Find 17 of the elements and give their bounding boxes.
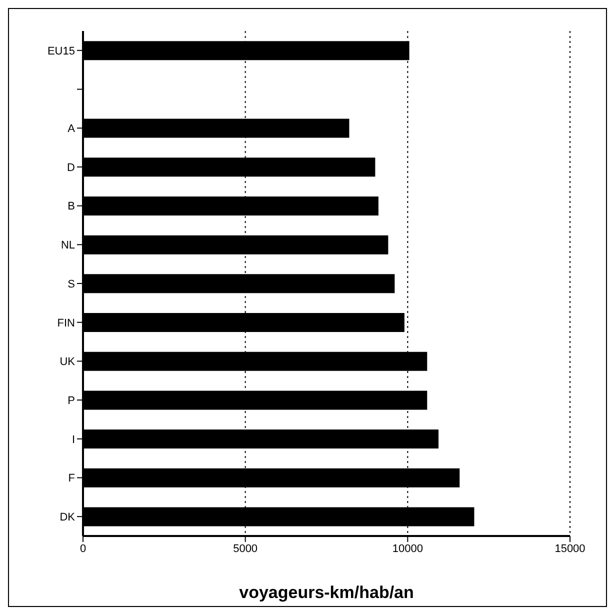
y-tick-label: EU15 xyxy=(47,45,75,58)
y-tick-label: S xyxy=(68,278,75,290)
y-tick-label: P xyxy=(68,394,75,407)
x-tick-label: 5000 xyxy=(233,542,258,555)
x-tick-label: 10000 xyxy=(392,542,423,555)
y-tick-label: NL xyxy=(60,240,75,252)
y-tick-label: FIN xyxy=(57,317,76,330)
y-tick-label: B xyxy=(68,200,75,213)
x-tick-label: 0 xyxy=(80,542,86,555)
x-axis-title: voyageurs-km/hab/an xyxy=(239,583,414,602)
y-tick-label: DK xyxy=(60,511,76,524)
y-tick-label: I xyxy=(72,434,75,446)
y-tick-label: F xyxy=(68,472,76,485)
x-tick-label: 15000 xyxy=(554,542,586,555)
y-tick-label: D xyxy=(67,162,76,174)
y-tick-label: A xyxy=(68,123,76,136)
y-tick-label: UK xyxy=(60,356,76,368)
